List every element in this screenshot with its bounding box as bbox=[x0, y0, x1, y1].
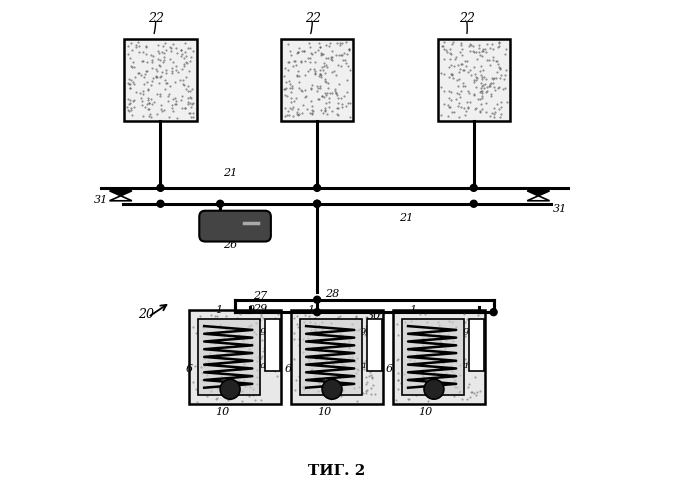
Text: ΤИГ. 2: ΤИГ. 2 bbox=[309, 464, 365, 478]
Text: 20: 20 bbox=[137, 308, 154, 321]
Bar bbox=[189, 310, 281, 404]
Circle shape bbox=[313, 308, 321, 316]
Text: 9a: 9a bbox=[355, 361, 367, 370]
Text: 10: 10 bbox=[419, 406, 433, 416]
Circle shape bbox=[470, 200, 477, 207]
Bar bbox=[125, 38, 197, 120]
Text: 6: 6 bbox=[285, 364, 292, 374]
Text: 1: 1 bbox=[307, 304, 314, 314]
Circle shape bbox=[322, 380, 342, 399]
Text: 31: 31 bbox=[94, 196, 108, 205]
Polygon shape bbox=[109, 191, 132, 196]
Text: 6: 6 bbox=[185, 364, 193, 374]
Text: 1: 1 bbox=[409, 304, 417, 314]
Circle shape bbox=[313, 200, 321, 207]
Text: 29: 29 bbox=[253, 304, 268, 314]
Circle shape bbox=[157, 184, 164, 192]
Bar bbox=[265, 319, 280, 371]
Circle shape bbox=[216, 200, 224, 207]
Circle shape bbox=[490, 308, 497, 316]
Text: 9a: 9a bbox=[255, 361, 267, 370]
Bar bbox=[291, 310, 383, 404]
Polygon shape bbox=[109, 196, 132, 201]
Text: 9a: 9a bbox=[456, 361, 468, 370]
Text: 27: 27 bbox=[253, 291, 268, 301]
Text: 10: 10 bbox=[216, 406, 230, 416]
Polygon shape bbox=[527, 196, 549, 201]
Text: 26: 26 bbox=[223, 240, 237, 250]
Text: 10: 10 bbox=[317, 406, 332, 416]
Circle shape bbox=[313, 200, 321, 207]
Bar bbox=[393, 310, 485, 404]
Text: 21: 21 bbox=[399, 212, 413, 222]
Bar bbox=[300, 318, 362, 395]
Circle shape bbox=[313, 184, 321, 192]
Text: 21: 21 bbox=[222, 168, 237, 178]
Text: 9b: 9b bbox=[359, 328, 372, 336]
Circle shape bbox=[220, 380, 240, 399]
Text: 22: 22 bbox=[148, 12, 164, 26]
FancyBboxPatch shape bbox=[200, 210, 271, 242]
Text: 1: 1 bbox=[215, 304, 222, 314]
Bar bbox=[469, 319, 484, 371]
Text: 9b: 9b bbox=[462, 328, 474, 336]
Circle shape bbox=[470, 184, 477, 192]
Text: 9: 9 bbox=[247, 304, 255, 314]
Bar bbox=[402, 318, 464, 395]
Text: 22: 22 bbox=[305, 12, 321, 26]
Bar bbox=[367, 319, 382, 371]
Bar bbox=[198, 318, 259, 395]
Text: 6: 6 bbox=[386, 364, 393, 374]
Text: 9b: 9b bbox=[260, 328, 272, 336]
Polygon shape bbox=[527, 191, 549, 196]
Text: 31: 31 bbox=[553, 204, 568, 214]
Circle shape bbox=[313, 296, 321, 303]
Text: 22: 22 bbox=[459, 12, 474, 26]
Text: 30: 30 bbox=[367, 310, 381, 320]
Text: 28: 28 bbox=[325, 289, 339, 299]
Circle shape bbox=[157, 200, 164, 207]
Circle shape bbox=[424, 380, 444, 399]
Bar bbox=[281, 38, 353, 120]
Bar bbox=[437, 38, 510, 120]
